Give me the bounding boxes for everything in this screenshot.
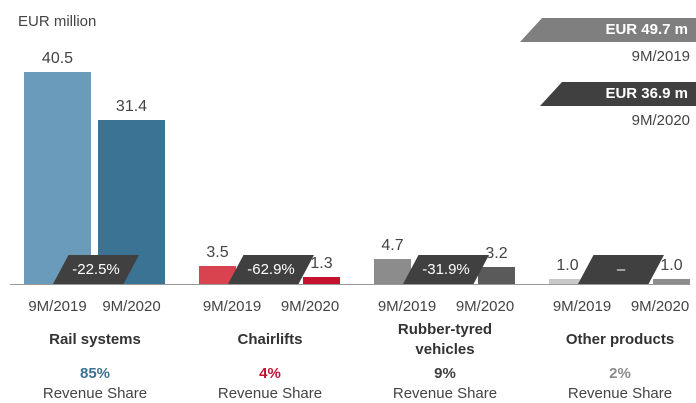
period-label: 9M/2020: [455, 298, 515, 315]
baseline: [10, 284, 690, 285]
category-label: Rubber-tyred vehicles: [397, 321, 493, 358]
bar: [374, 259, 411, 284]
total-badge: [520, 18, 696, 42]
change-badge: [228, 255, 314, 284]
change-label: -22.5%: [72, 261, 120, 278]
share-label: Revenue Share: [42, 385, 148, 402]
bar: [303, 277, 340, 284]
total-period: 9M/2019: [631, 48, 690, 65]
value-label: 31.4: [115, 97, 148, 115]
share-label: Revenue Share: [567, 385, 673, 402]
category-label: Other products: [565, 331, 675, 348]
period-label: 9M/2019: [28, 298, 87, 315]
share-value: 9%: [434, 365, 456, 382]
value-label: 4.7: [381, 237, 404, 255]
period-label: 9M/2019: [377, 298, 437, 315]
value-label: 1.3: [310, 255, 333, 273]
value-label: 1.0: [660, 256, 683, 274]
share-label: Revenue Share: [217, 385, 323, 402]
value-label: 1.0: [556, 256, 579, 274]
change-label: –: [616, 261, 626, 278]
share-value: 4%: [259, 365, 281, 382]
share-value: 85%: [79, 365, 111, 382]
category-label: Chairlifts: [237, 331, 303, 348]
change-badge: [403, 255, 489, 284]
unit-label: EUR million: [18, 13, 97, 30]
bar: [199, 265, 236, 284]
total-period: 9M/2020: [631, 112, 690, 129]
period-label: 9M/2019: [552, 298, 612, 315]
share-label: Revenue Share: [392, 385, 498, 402]
period-label: 9M/2020: [102, 298, 161, 315]
value-label: 3.5: [206, 243, 229, 261]
total-value: EUR 49.7 m: [605, 21, 688, 38]
value-label: 40.5: [41, 50, 74, 67]
category-label: Rail systems: [49, 331, 141, 348]
value-label: 3.2: [485, 245, 508, 263]
period-label: 9M/2020: [280, 298, 340, 315]
period-label: 9M/2019: [202, 298, 262, 315]
change-label: -31.9%: [422, 261, 470, 278]
change-badge: [53, 255, 139, 284]
total-value: EUR 36.9 m: [605, 85, 688, 102]
total-badge: [540, 82, 696, 106]
share-value: 2%: [609, 365, 631, 382]
bar: [653, 278, 690, 284]
change-label: -62.9%: [247, 261, 295, 278]
bar: [549, 278, 586, 284]
bar: [478, 267, 515, 284]
bar: [24, 72, 91, 284]
change-badge: [578, 255, 664, 284]
period-label: 9M/2020: [630, 298, 690, 315]
